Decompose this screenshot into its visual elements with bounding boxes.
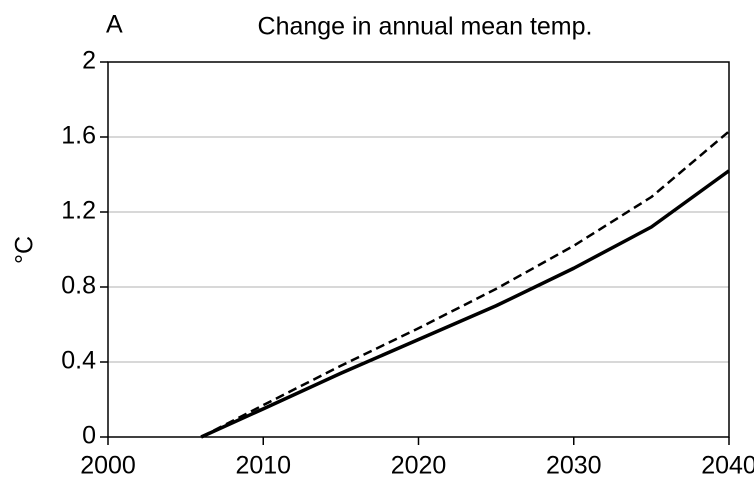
- x-tick-label: 2010: [235, 452, 291, 480]
- x-tick-label: 2030: [546, 452, 602, 480]
- data-line: [200, 169, 731, 439]
- x-tick-label: 2040: [701, 452, 754, 480]
- data-line: [200, 130, 730, 439]
- y-axis-label: °C: [11, 236, 39, 264]
- y-tick-label: 0.4: [61, 347, 96, 375]
- y-tick-label: 0.8: [61, 272, 96, 300]
- x-tick-label: 2000: [80, 452, 136, 480]
- chart-title: Change in annual mean temp.: [258, 13, 593, 41]
- y-tick-label: 2: [82, 47, 96, 75]
- y-tick-label: 1.6: [61, 122, 96, 150]
- y-tick-label: 0: [82, 422, 96, 450]
- plot-frame: [107, 61, 730, 438]
- x-tick-label: 2020: [391, 452, 447, 480]
- y-tick-label: 1.2: [61, 197, 96, 225]
- panel-label: A: [106, 11, 123, 39]
